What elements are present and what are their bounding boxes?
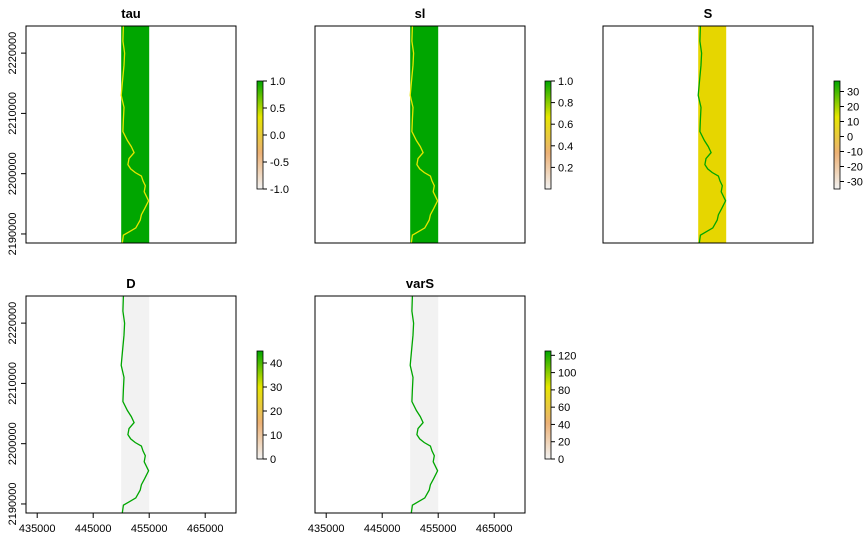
legend-tick-label: 20: [558, 437, 570, 449]
x-tick-label: 465000: [187, 523, 224, 535]
legend-tick-label: 40: [270, 358, 282, 370]
legend-colorbar: [833, 80, 841, 190]
y-tick-label: 2190000: [7, 483, 19, 526]
legend-tick-label: -30: [847, 177, 863, 189]
panel-title: sl: [415, 6, 426, 21]
x-tick-label: 445000: [364, 523, 401, 535]
panel-tau: tau 2190000 2200000 2210000 2220000 -1.0 -0.5 0…: [7, 6, 289, 255]
coastline-trace: [120, 295, 150, 514]
legend-tick-label: 0: [270, 454, 276, 466]
legend-tick-label: 0.6: [558, 119, 573, 131]
raster-band: [410, 296, 439, 513]
y-tick-label: 2220000: [7, 302, 19, 345]
legend-tick-label: 120: [558, 350, 576, 362]
legend-tick-label: 0.8: [558, 98, 573, 110]
plot-frame: [314, 295, 526, 514]
coastline-trace: [409, 25, 439, 244]
x-tick-label: 465000: [476, 523, 513, 535]
legend-tick-label: 60: [558, 402, 570, 414]
y-tick-label: 2210000: [7, 92, 19, 135]
legend-tick-label: 0: [558, 454, 564, 466]
coastline-trace: [409, 295, 439, 514]
panel-vars: varS 435000 445000 455000 465000 0 20 40 60 80 100…: [308, 276, 577, 535]
plot-frame: [25, 25, 237, 244]
panel-sl: sl 0.2 0.4 0.6 0.8 1.0: [314, 6, 573, 244]
legend-tick-label: 10: [847, 117, 859, 129]
raster-band: [121, 296, 150, 513]
legend-colorbar: [256, 350, 264, 460]
x-tick-label: 435000: [19, 523, 56, 535]
raster-band: [410, 26, 439, 243]
legend-tick-label: -20: [847, 162, 863, 174]
legend-tick-label: 40: [558, 419, 570, 431]
legend-tick-label: 0.0: [270, 130, 285, 142]
plot-frame: [602, 25, 814, 244]
legend-tick-label: -10: [847, 147, 863, 159]
raster-band: [121, 26, 150, 243]
y-tick-label: 2200000: [7, 152, 19, 195]
y-tick-label: 2220000: [7, 32, 19, 75]
x-tick-label: 435000: [308, 523, 345, 535]
panel-title: varS: [406, 276, 435, 291]
panel-s: S -30 -20 -10 0 10 20 30: [602, 6, 863, 244]
panel-title: D: [126, 276, 135, 291]
raster-band: [698, 26, 727, 243]
plot-frame: [314, 25, 526, 244]
x-tick-label: 455000: [420, 523, 457, 535]
legend-tick-label: 0.5: [270, 103, 285, 115]
legend-tick-label: -0.5: [270, 157, 289, 169]
legend-tick-label: 30: [847, 87, 859, 99]
legend-tick-label: 10: [270, 430, 282, 442]
legend-tick-label: 1.0: [558, 76, 573, 88]
coastline-trace: [120, 25, 150, 244]
legend-tick-label: -1.0: [270, 184, 289, 196]
y-tick-label: 2210000: [7, 362, 19, 405]
y-tick-label: 2190000: [7, 213, 19, 256]
legend-tick-label: 20: [270, 406, 282, 418]
legend-tick-label: 0.2: [558, 162, 573, 174]
legend-colorbar: [256, 80, 264, 190]
y-tick-label: 2200000: [7, 422, 19, 465]
legend-tick-label: 1.0: [270, 76, 285, 88]
panel-d: D 2190000 2200000 2210000 2220000 435000 44500…: [7, 276, 282, 535]
panel-title: tau: [121, 6, 141, 21]
legend-tick-label: 80: [558, 385, 570, 397]
plot-frame: [25, 295, 237, 514]
x-tick-label: 445000: [75, 523, 112, 535]
coastline-trace: [697, 25, 727, 244]
legend-tick-label: 0.4: [558, 141, 573, 153]
legend-tick-label: 30: [270, 382, 282, 394]
legend-colorbar: [544, 80, 552, 190]
panel-title: S: [704, 6, 713, 21]
x-tick-label: 455000: [131, 523, 168, 535]
legend-tick-label: 20: [847, 102, 859, 114]
legend-colorbar: [544, 350, 552, 460]
legend-tick-label: 0: [847, 132, 853, 144]
legend-tick-label: 100: [558, 368, 576, 380]
